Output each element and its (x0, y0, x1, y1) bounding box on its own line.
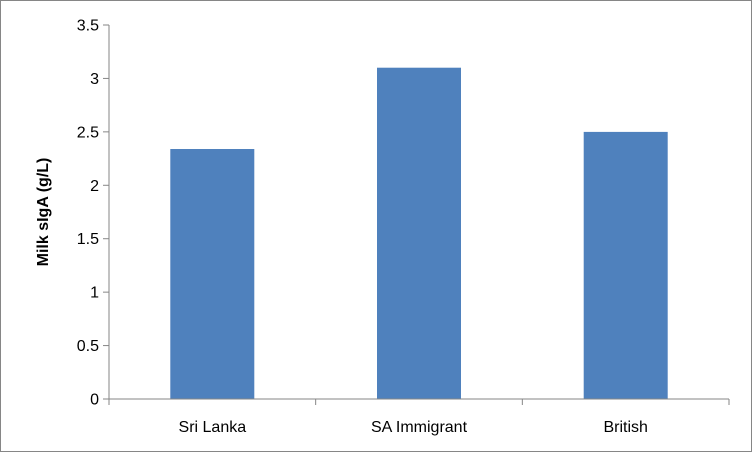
y-tick-label: 0.5 (77, 338, 99, 355)
axes-layer (103, 24, 730, 405)
bar-british (583, 131, 668, 399)
bars-layer (170, 67, 668, 399)
y-axis-title: Milk sIgA (g/L) (35, 158, 52, 267)
bar-sri-lanka (170, 149, 255, 399)
y-tick-label: 2.5 (77, 124, 99, 141)
labels-layer: 0 0.5 1 1.5 2 2.5 3 3.5 Sri Lanka SA Immigrant Bri… (77, 18, 648, 437)
x-tick-label: SA Immigrant (371, 419, 468, 436)
y-tick-label: 2 (90, 178, 99, 195)
x-tick-label: British (603, 419, 647, 436)
y-tick-label: 1.5 (77, 231, 99, 248)
y-tick-label: 0 (90, 392, 99, 409)
y-tick-label: 3.5 (77, 18, 99, 35)
bar-sa-immigrant (377, 67, 461, 399)
y-tick-label: 1 (90, 285, 99, 302)
y-tick-label: 3 (90, 71, 99, 88)
x-tick-label: Sri Lanka (179, 419, 247, 436)
